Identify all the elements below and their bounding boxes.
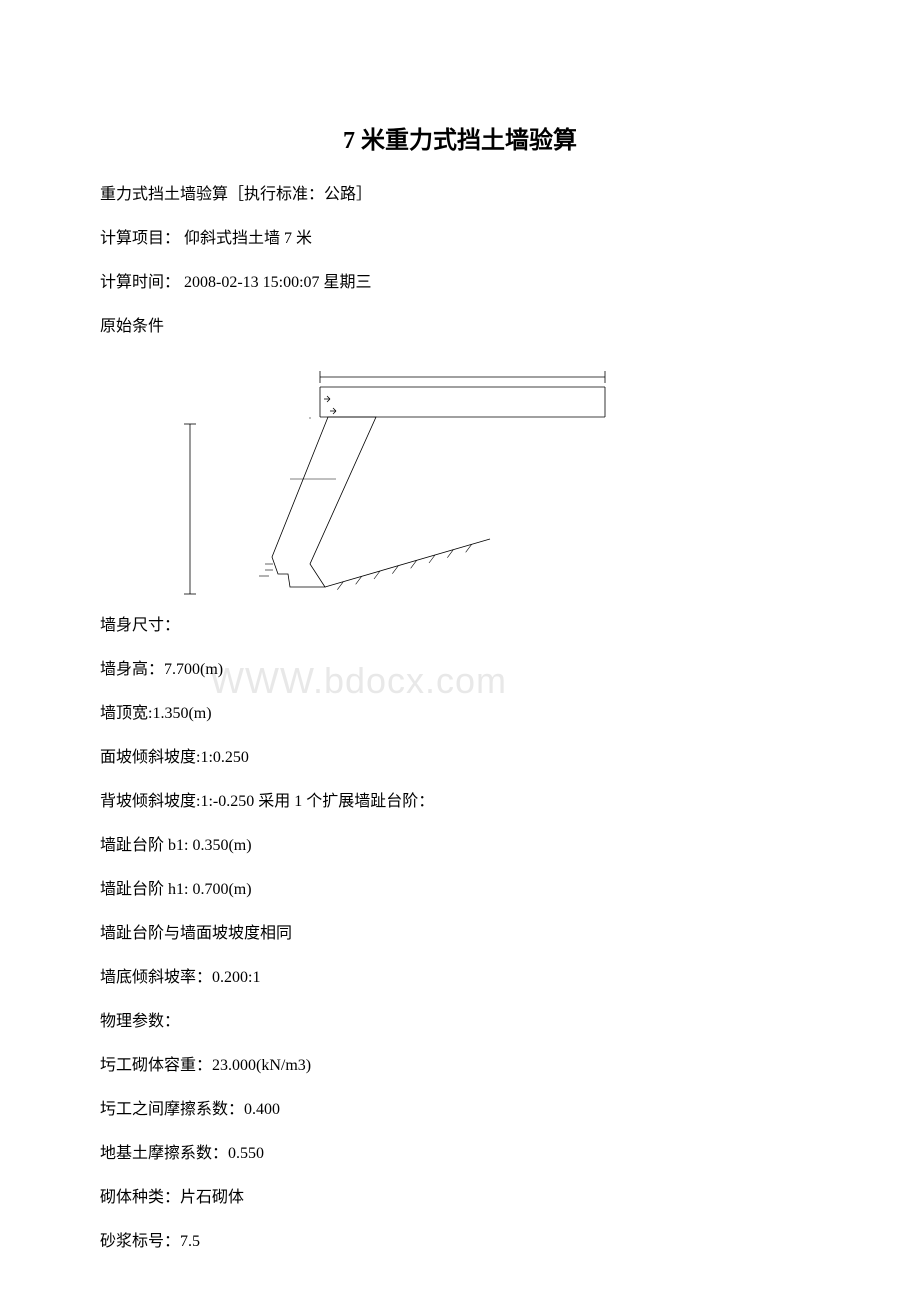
body-line: 背坡倾斜坡度:1:-0.250 采用 1 个扩展墙趾台阶： [100, 790, 820, 814]
body-line: 墙趾台阶 h1: 0.700(m) [100, 878, 820, 902]
body-line: 物理参数： [100, 1010, 820, 1034]
body-line: 墙顶宽:1.350(m) [100, 702, 820, 726]
header-block: 重力式挡土墙验算［执行标准：公路］ 计算项目： 仰斜式挡土墙 7 米 计算时间：… [100, 183, 820, 339]
page-title: 7 米重力式挡土墙验算 [100, 120, 820, 155]
body-line: 墙趾台阶与墙面坡坡度相同 [100, 922, 820, 946]
body-line: 砂浆标号：7.5 [100, 1230, 820, 1254]
document-content: 7 米重力式挡土墙验算 重力式挡土墙验算［执行标准：公路］ 计算项目： 仰斜式挡… [100, 120, 820, 1254]
body-line: 圬工砌体容重：23.000(kN/m3) [100, 1054, 820, 1078]
header-line: 重力式挡土墙验算［执行标准：公路］ [100, 183, 820, 207]
body-line: 圬工之间摩擦系数：0.400 [100, 1098, 820, 1122]
body-line: 砌体种类：片石砌体 [100, 1186, 820, 1210]
diagram-svg [150, 359, 630, 609]
body-line: 墙身高：7.700(m) [100, 658, 820, 682]
body-block: 墙身尺寸： 墙身高：7.700(m) 墙顶宽:1.350(m) 面坡倾斜坡度:1… [100, 614, 820, 1254]
body-line: 墙趾台阶 b1: 0.350(m) [100, 834, 820, 858]
body-line: 面坡倾斜坡度:1:0.250 [100, 746, 820, 770]
header-line: 计算项目： 仰斜式挡土墙 7 米 [100, 227, 820, 251]
body-line: 墙身尺寸： [100, 614, 820, 638]
body-line: 墙底倾斜坡率：0.200:1 [100, 966, 820, 990]
body-line: 地基土摩擦系数：0.550 [100, 1142, 820, 1166]
wall-diagram [150, 359, 630, 609]
header-line: 原始条件 [100, 315, 820, 339]
header-line: 计算时间： 2008-02-13 15:00:07 星期三 [100, 271, 820, 295]
